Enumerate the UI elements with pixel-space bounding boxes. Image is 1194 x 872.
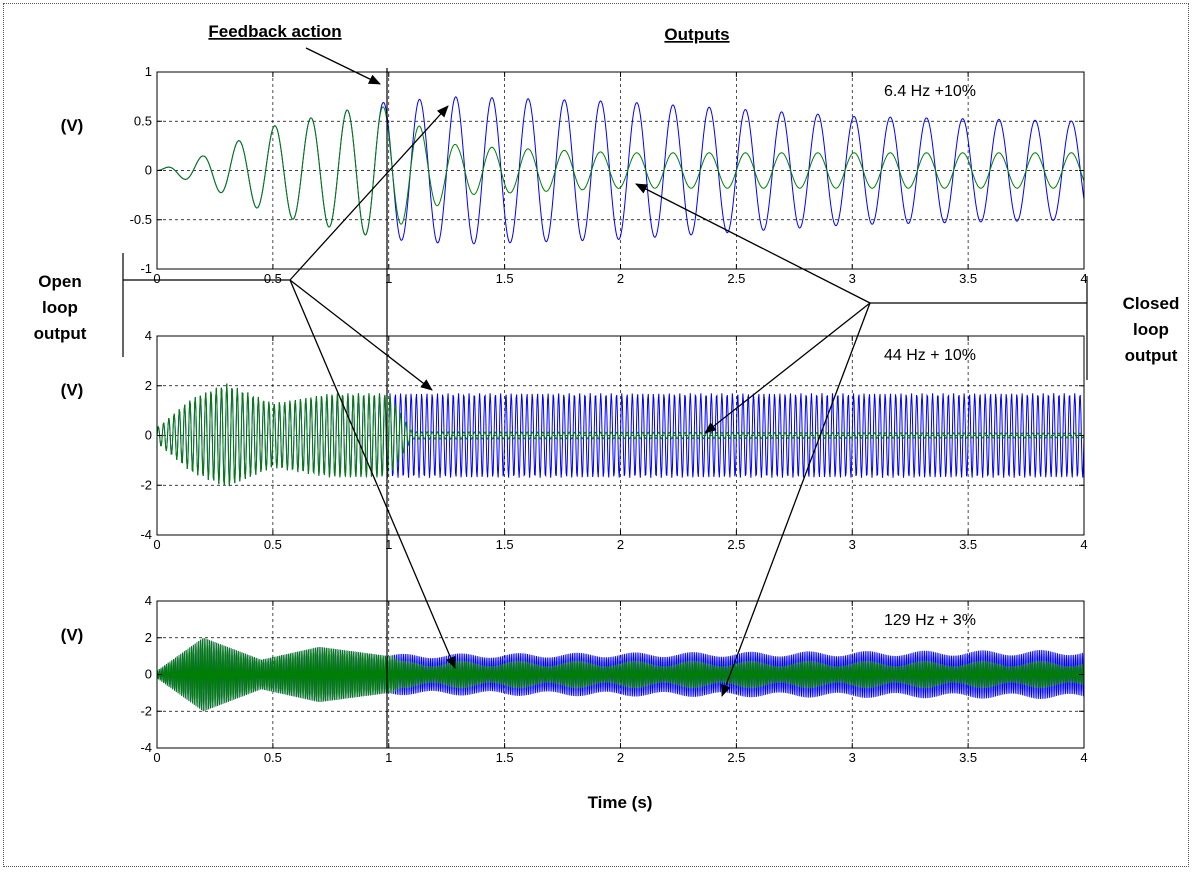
x-tick-label: 4 (1080, 271, 1087, 286)
x-tick-label: 4 (1080, 537, 1087, 552)
y-tick-label: 4 (145, 593, 152, 608)
y-tick-label: 0 (145, 428, 152, 443)
y-tick-label: -4 (140, 527, 152, 542)
x-tick-label: 2 (617, 750, 624, 765)
x-tick-label: 0.5 (264, 537, 282, 552)
y-tick-label: 0.5 (134, 113, 152, 128)
x-tick-label: 0 (153, 750, 160, 765)
y-axis-label: (V) (61, 116, 84, 135)
y-tick-label: 4 (145, 328, 152, 343)
y-tick-label: -2 (140, 477, 152, 492)
y-tick-label: 0 (145, 163, 152, 178)
x-tick-label: 1 (385, 750, 392, 765)
y-tick-label: -2 (140, 703, 152, 718)
x-tick-label: 2.5 (727, 750, 745, 765)
open-loop-label-line3: output (34, 324, 87, 343)
x-tick-label: 0 (153, 271, 160, 286)
y-axis-label: (V) (61, 626, 84, 645)
x-tick-label: 1.5 (496, 271, 514, 286)
open-loop-label-line1: Open (38, 272, 81, 291)
closed-loop-label-line1: Closed (1123, 294, 1180, 313)
panel-6-4hz: 0 0.5 1 1.5 2 2.5 3 3.5 4 -1 -0.5 0 0.5 1 (V) 6.4 Hz +1… (61, 64, 1088, 286)
x-tick-label: 4 (1080, 750, 1087, 765)
figure-title: Outputs (664, 25, 729, 44)
x-tick-label: 3.5 (959, 537, 977, 552)
y-tick-label: -0.5 (130, 212, 152, 227)
x-tick-label: 3.5 (959, 271, 977, 286)
x-tick-label: 0 (153, 537, 160, 552)
open-loop-arrow-1 (289, 105, 449, 281)
x-tick-label: 1 (385, 271, 392, 286)
panel-129hz: 0 0.5 1 1.5 2 2.5 3 3.5 4 -4 -2 0 2 4 (V) 129 Hz + 3% (61, 593, 1088, 765)
x-tick-label: 2 (617, 537, 624, 552)
x-axis-label: Time (s) (588, 793, 653, 812)
series-closed-loop-line (156, 383, 1085, 487)
closed-loop-arrow-1 (635, 183, 871, 304)
x-tick-label: 3.5 (959, 750, 977, 765)
x-tick-label: 2 (617, 271, 624, 286)
x-tick-label: 3 (849, 271, 856, 286)
closed-loop-arrow-2 (704, 302, 871, 434)
x-tick-label: 1.5 (496, 750, 514, 765)
y-tick-label: 0 (145, 667, 152, 682)
panel-44hz: 0 0.5 1 1.5 2 2.5 3 3.5 4 -4 -2 0 2 4 (V) 44 Hz + 10% (61, 328, 1088, 552)
feedback-arrow (305, 47, 381, 85)
x-tick-label: 3 (849, 537, 856, 552)
y-tick-label: 2 (145, 630, 152, 645)
series-closed-loop-line (156, 638, 1085, 712)
y-tick-label: 1 (145, 64, 152, 79)
x-tick-label: 1.5 (496, 537, 514, 552)
x-tick-label: 0.5 (264, 271, 282, 286)
series-closed-loop-line (156, 106, 1085, 236)
closed-loop-label-line2: loop (1133, 320, 1169, 339)
y-axis-label: (V) (61, 381, 84, 400)
frequency-annotation: 44 Hz + 10% (884, 347, 976, 364)
closed-loop-arrow-3 (721, 302, 871, 697)
x-tick-label: 2.5 (727, 271, 745, 286)
feedback-action-label: Feedback action (208, 22, 341, 41)
x-tick-label: 1 (385, 537, 392, 552)
x-tick-label: 2.5 (727, 537, 745, 552)
x-tick-label: 3 (849, 750, 856, 765)
frequency-annotation: 6.4 Hz +10% (884, 83, 976, 100)
open-loop-arrow-3 (289, 279, 456, 669)
y-tick-label: -1 (140, 261, 152, 276)
y-tick-label: -4 (140, 740, 152, 755)
y-tick-label: 2 (145, 378, 152, 393)
figure-frame (3, 3, 1189, 867)
open-loop-arrow-2 (289, 279, 433, 391)
closed-loop-label-line3: output (1125, 346, 1178, 365)
frequency-annotation: 129 Hz + 3% (884, 612, 976, 629)
open-loop-label-line2: loop (42, 298, 78, 317)
x-tick-label: 0.5 (264, 750, 282, 765)
